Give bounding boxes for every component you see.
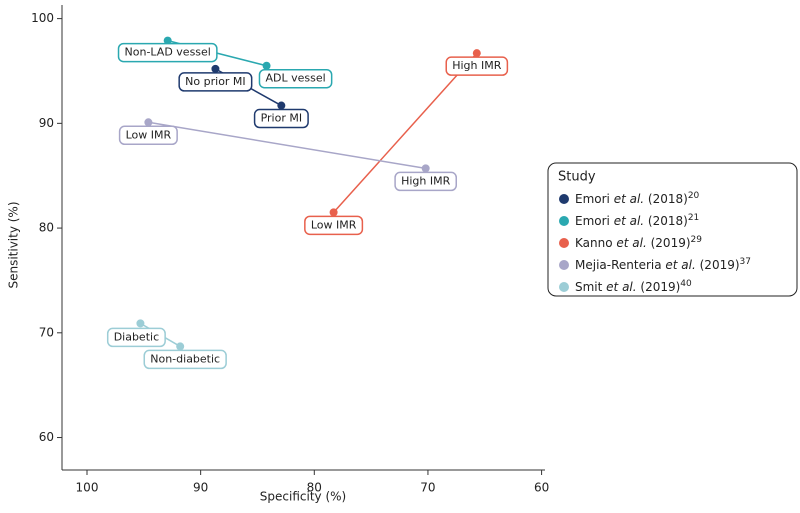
legend-label: Emori et al. (2018)20: [575, 191, 700, 206]
point: [211, 64, 220, 73]
x-tick-label: 60: [534, 481, 549, 495]
legend-label-part: et al.: [616, 236, 646, 250]
legend-label: Mejia-Renteria et al. (2019)37: [575, 257, 751, 272]
y-tick-label: 90: [39, 116, 54, 130]
legend-label-part: Kanno: [575, 236, 616, 250]
point-label-box: [178, 72, 253, 92]
point-label-box: [304, 215, 364, 236]
point-label: No prior MI: [185, 75, 246, 88]
point: [176, 342, 185, 351]
point-label-box: [106, 327, 166, 348]
y-tick-label: 100: [31, 11, 54, 25]
series-line: [148, 121, 426, 170]
legend-label-part: et al.: [614, 192, 644, 206]
legend-label-part: (2018): [644, 214, 688, 228]
legend-label-part: et al.: [665, 258, 695, 272]
point: [421, 164, 430, 173]
point-label-box: [394, 171, 457, 192]
point-label-box: [445, 56, 509, 76]
y-tick-label: 80: [39, 221, 54, 235]
legend-reference: 21: [688, 213, 699, 223]
point: [277, 101, 286, 110]
legend-reference: 29: [691, 235, 703, 245]
legend-label-part: Smit: [575, 280, 606, 294]
point-label-box: [117, 42, 218, 63]
legend-label-part: (2019): [647, 236, 691, 250]
x-tick-label: 100: [76, 481, 99, 495]
point-label-box: [253, 108, 309, 129]
legend-reference: 40: [680, 279, 692, 289]
legend-label-part: et al.: [606, 280, 636, 294]
legend-label-part: Mejia-Renteria: [575, 258, 665, 272]
point-label: Low IMR: [126, 128, 172, 141]
point: [262, 61, 271, 70]
point-label: Non-LAD vessel: [125, 46, 211, 59]
legend-label-part: Emori: [575, 214, 614, 228]
legend-label: Smit et al. (2019)40: [575, 279, 692, 294]
point-label: Low IMR: [311, 218, 357, 231]
legend-label-part: et al.: [614, 214, 644, 228]
point-label-box: [258, 68, 333, 89]
y-tick-label: 60: [39, 430, 54, 444]
point-label: Diabetic: [114, 330, 159, 343]
legend-label-part: (2019): [696, 258, 740, 272]
point-label: High IMR: [452, 59, 502, 72]
series-line: [333, 52, 478, 213]
legend-reference: 20: [688, 191, 700, 201]
x-tick-label: 70: [420, 481, 435, 495]
point-label: Prior MI: [261, 112, 303, 125]
legend-label-part: (2019): [637, 280, 681, 294]
legend-box: [547, 162, 798, 297]
point: [144, 118, 153, 127]
point-label: High IMR: [401, 174, 451, 187]
point: [136, 319, 145, 328]
x-axis-title: Specificity (%): [260, 490, 346, 504]
legend-label-part: (2018): [644, 192, 688, 206]
point: [472, 49, 481, 58]
legend-marker: [559, 282, 569, 292]
legend-marker: [559, 216, 569, 226]
x-tick-label: 80: [307, 481, 322, 495]
x-tick-label: 90: [193, 481, 208, 495]
legend-label: Emori et al. (2018)21: [575, 213, 699, 228]
legend-marker: [559, 260, 569, 270]
y-tick-label: 70: [39, 325, 54, 339]
legend-marker: [559, 194, 569, 204]
legend-marker: [559, 238, 569, 248]
point: [163, 36, 172, 45]
point-label-box: [118, 125, 178, 146]
point-label-box: [143, 349, 227, 370]
y-axis-title: Sensitivity (%): [7, 201, 21, 288]
legend-label-part: Emori: [575, 192, 614, 206]
legend-title: Study: [558, 170, 596, 185]
point: [329, 208, 338, 217]
legend-reference: 37: [740, 257, 751, 267]
point-label: Non-diabetic: [150, 352, 220, 365]
point-label: ADL vessel: [265, 72, 325, 85]
legend-label: Kanno et al. (2019)29: [575, 235, 702, 250]
